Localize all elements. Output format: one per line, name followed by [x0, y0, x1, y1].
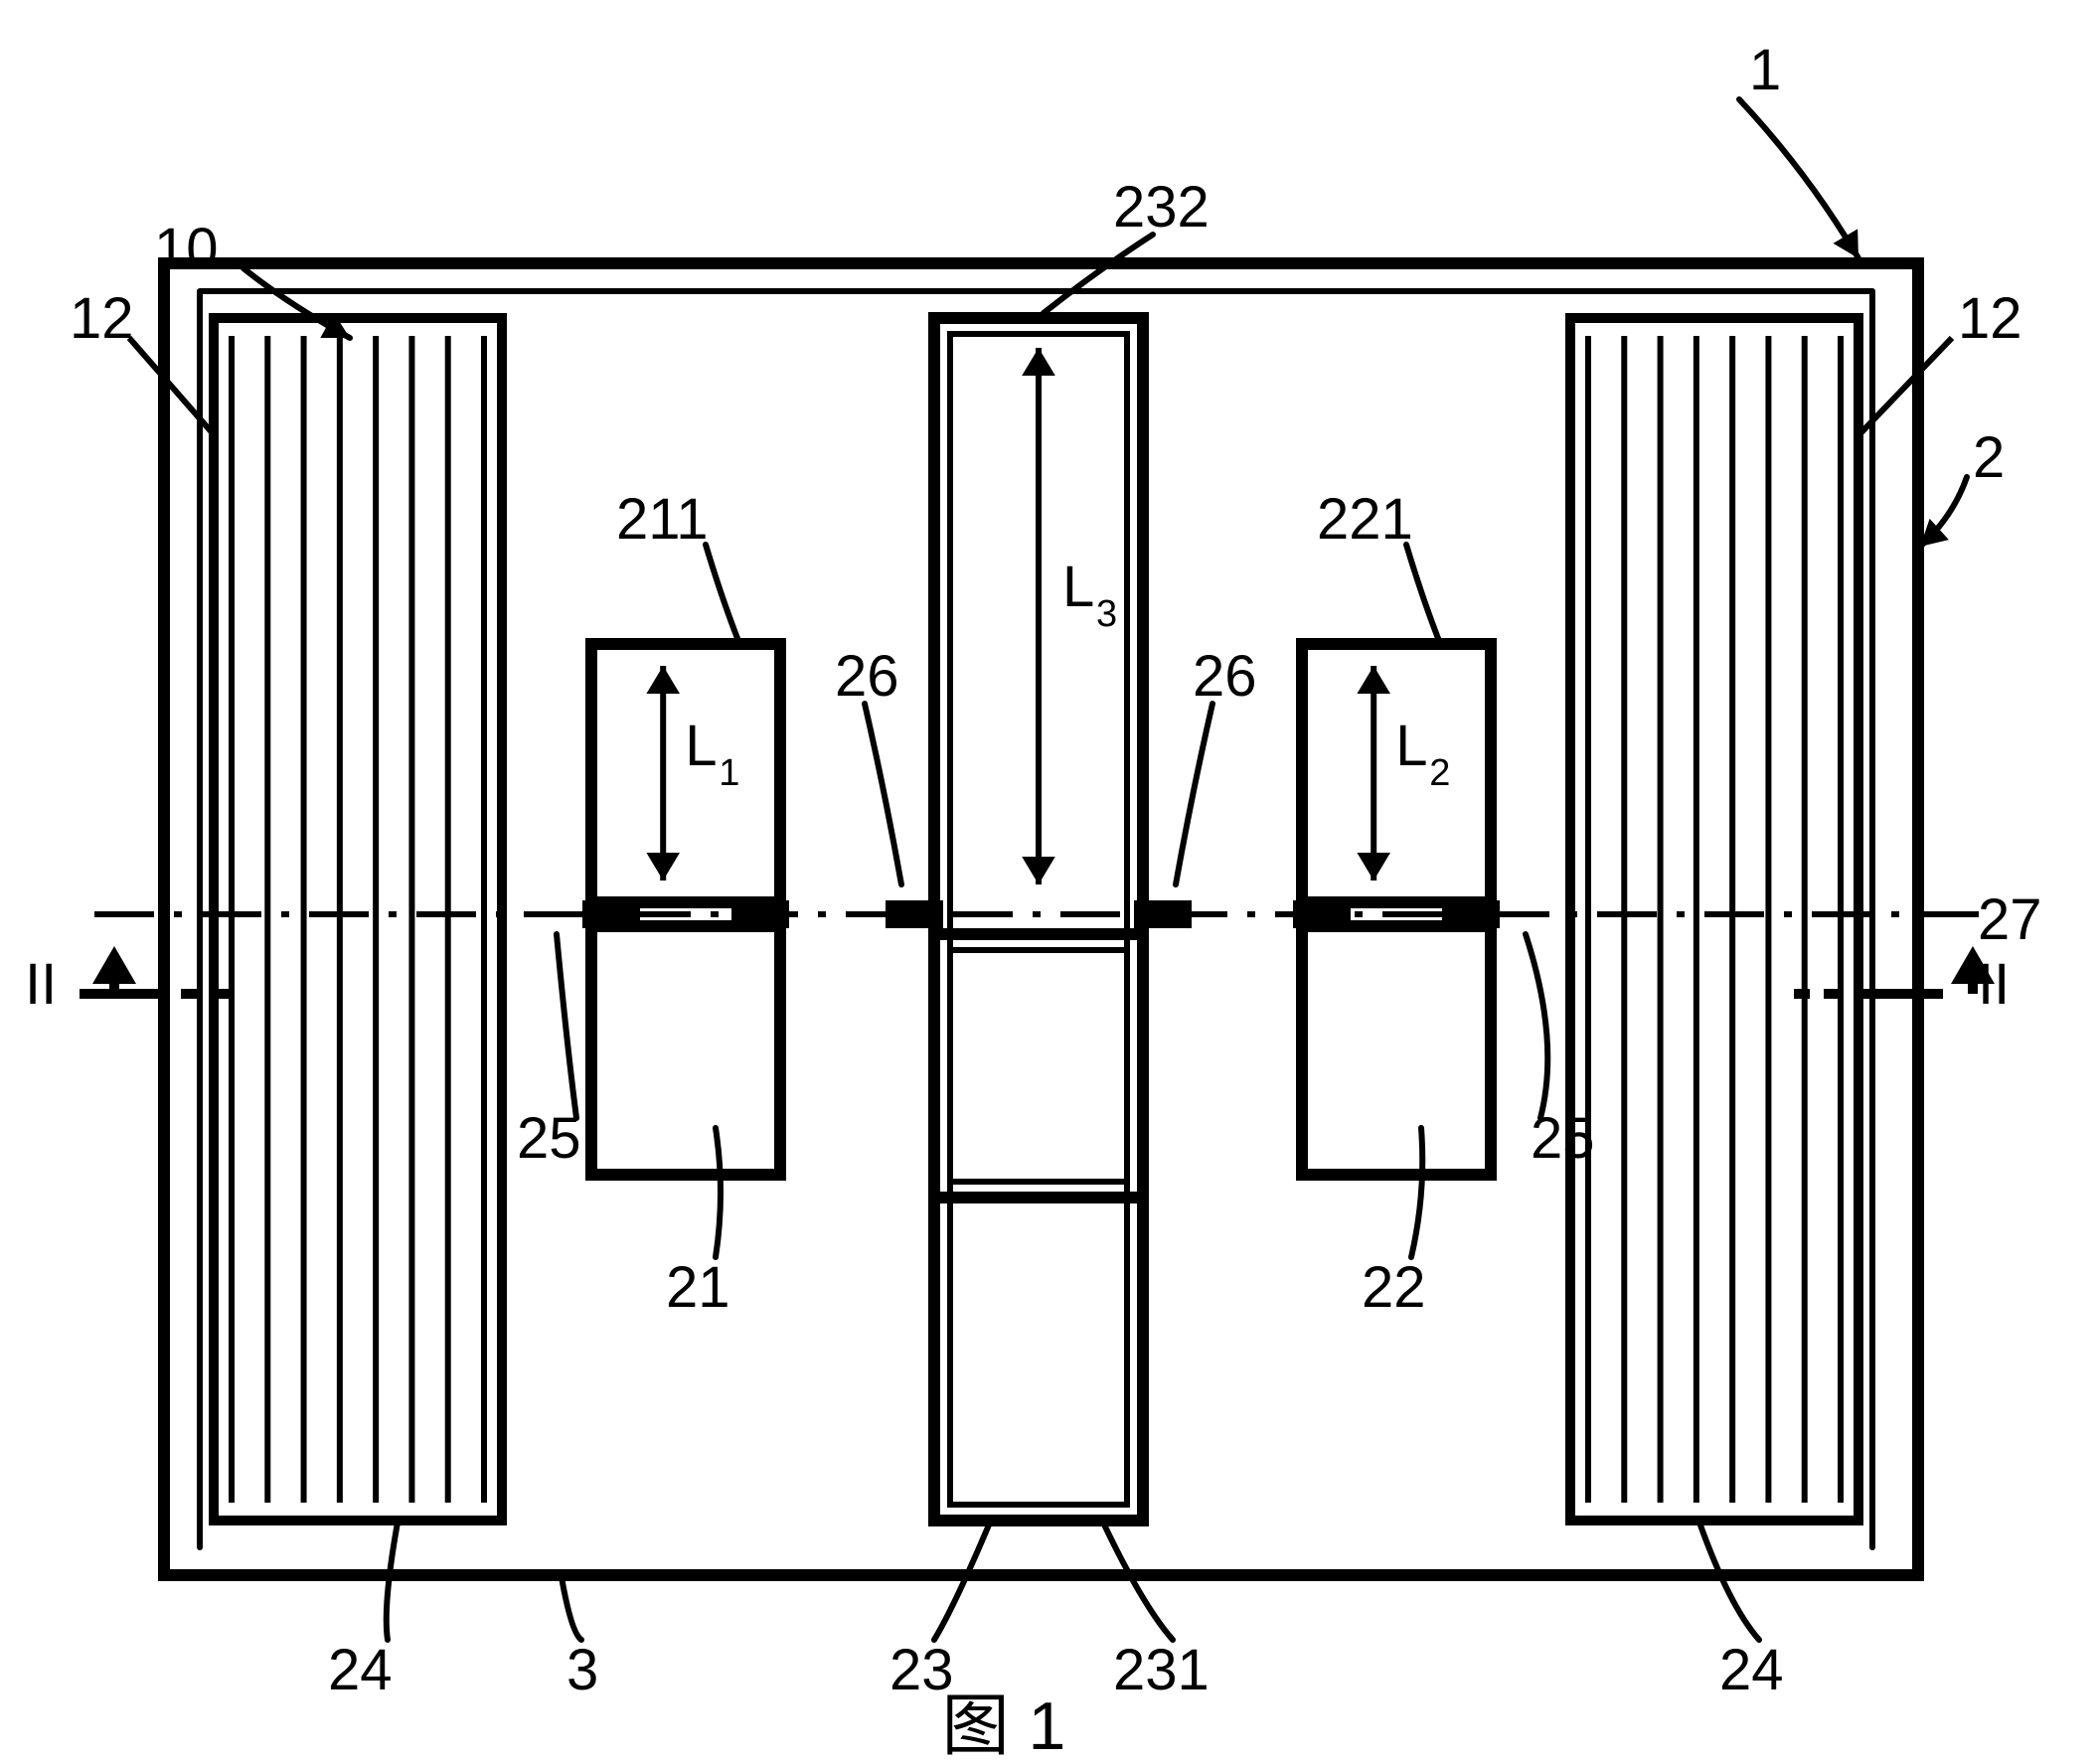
svg-text:12: 12 — [1958, 286, 2022, 351]
svg-text:25: 25 — [517, 1106, 581, 1171]
svg-text:22: 22 — [1362, 1255, 1426, 1320]
svg-text:231: 231 — [1113, 1638, 1210, 1702]
svg-text:26: 26 — [835, 644, 899, 709]
svg-text:21: 21 — [666, 1255, 730, 1320]
svg-text:1: 1 — [719, 752, 739, 794]
svg-text:2: 2 — [1973, 425, 2005, 490]
svg-text:II: II — [1978, 952, 2010, 1017]
svg-text:L: L — [1395, 714, 1427, 778]
svg-text:12: 12 — [70, 286, 134, 351]
svg-text:L: L — [1062, 555, 1094, 619]
svg-text:图 1: 图 1 — [942, 1688, 1066, 1764]
svg-text:10: 10 — [154, 217, 219, 281]
svg-text:27: 27 — [1978, 887, 2042, 952]
svg-text:26: 26 — [1193, 644, 1257, 709]
svg-text:1: 1 — [1749, 38, 1781, 102]
svg-text:II: II — [25, 952, 57, 1017]
svg-text:211: 211 — [616, 487, 708, 552]
svg-text:3: 3 — [1096, 593, 1117, 635]
svg-text:232: 232 — [1113, 175, 1210, 240]
svg-text:24: 24 — [1719, 1638, 1784, 1702]
svg-text:3: 3 — [566, 1638, 598, 1702]
svg-text:24: 24 — [328, 1638, 393, 1702]
svg-text:2: 2 — [1429, 752, 1450, 794]
svg-text:221: 221 — [1317, 487, 1413, 552]
svg-text:L: L — [685, 714, 717, 778]
